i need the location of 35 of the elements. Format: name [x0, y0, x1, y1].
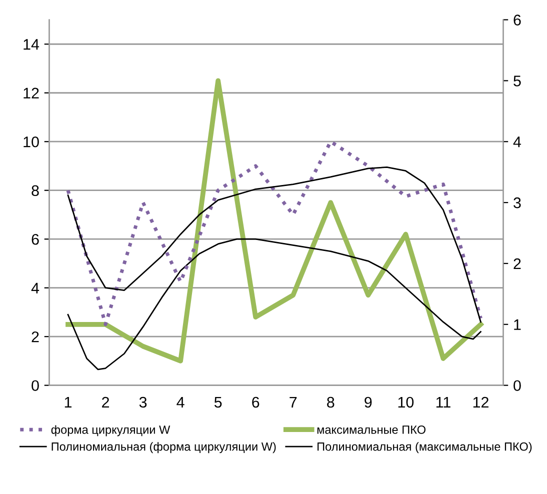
x-tick-label: 9 — [364, 396, 372, 408]
y-tick-label: 0 — [32, 380, 39, 392]
x-tick-label: 5 — [214, 396, 222, 408]
y2-tick-label: 4 — [513, 136, 522, 148]
legend-label: Полиномиальная (максимальные ПКО) — [318, 442, 532, 454]
y2-tick-label: 6 — [514, 14, 521, 26]
y-tick-label: 12 — [24, 88, 39, 98]
line-series — [67, 166, 482, 323]
y-tick-label: 6 — [32, 234, 39, 245]
x-tick-label: 1 — [64, 396, 72, 408]
x-tick-label: 2 — [102, 396, 109, 408]
x-tick-label: 12 — [473, 396, 488, 408]
line-series — [66, 140, 482, 326]
x-tick-label: 10 — [398, 396, 414, 408]
y2-tick-label: 2 — [514, 258, 521, 269]
y-tick-label: 8 — [32, 185, 39, 196]
x-tick-label: 8 — [327, 396, 334, 408]
legend-label: Полиномиальная (форма циркуляции W) — [52, 442, 276, 454]
y2-tick-label: 3 — [514, 197, 521, 208]
y2-tick-label: 5 — [514, 76, 521, 86]
y2-tick-label: 0 — [514, 380, 521, 392]
y-tick-label: 2 — [32, 331, 39, 342]
y2-tick-label: 1 — [514, 319, 521, 330]
x-tick-label: 11 — [436, 396, 450, 408]
x-tick-label: 4 — [176, 396, 184, 408]
legend-label: форма циркуляции W — [51, 425, 170, 436]
y-tick-label: 10 — [24, 136, 39, 148]
x-tick-label: 7 — [290, 396, 297, 408]
y-tick-label: 14 — [24, 39, 40, 50]
line-series — [66, 78, 484, 364]
line-series — [67, 238, 482, 370]
x-tick-label: 3 — [139, 396, 147, 408]
y-tick-label: 4 — [31, 282, 40, 294]
x-tick-label: 6 — [252, 396, 260, 408]
legend-label: максимальные ПКО — [317, 426, 426, 434]
